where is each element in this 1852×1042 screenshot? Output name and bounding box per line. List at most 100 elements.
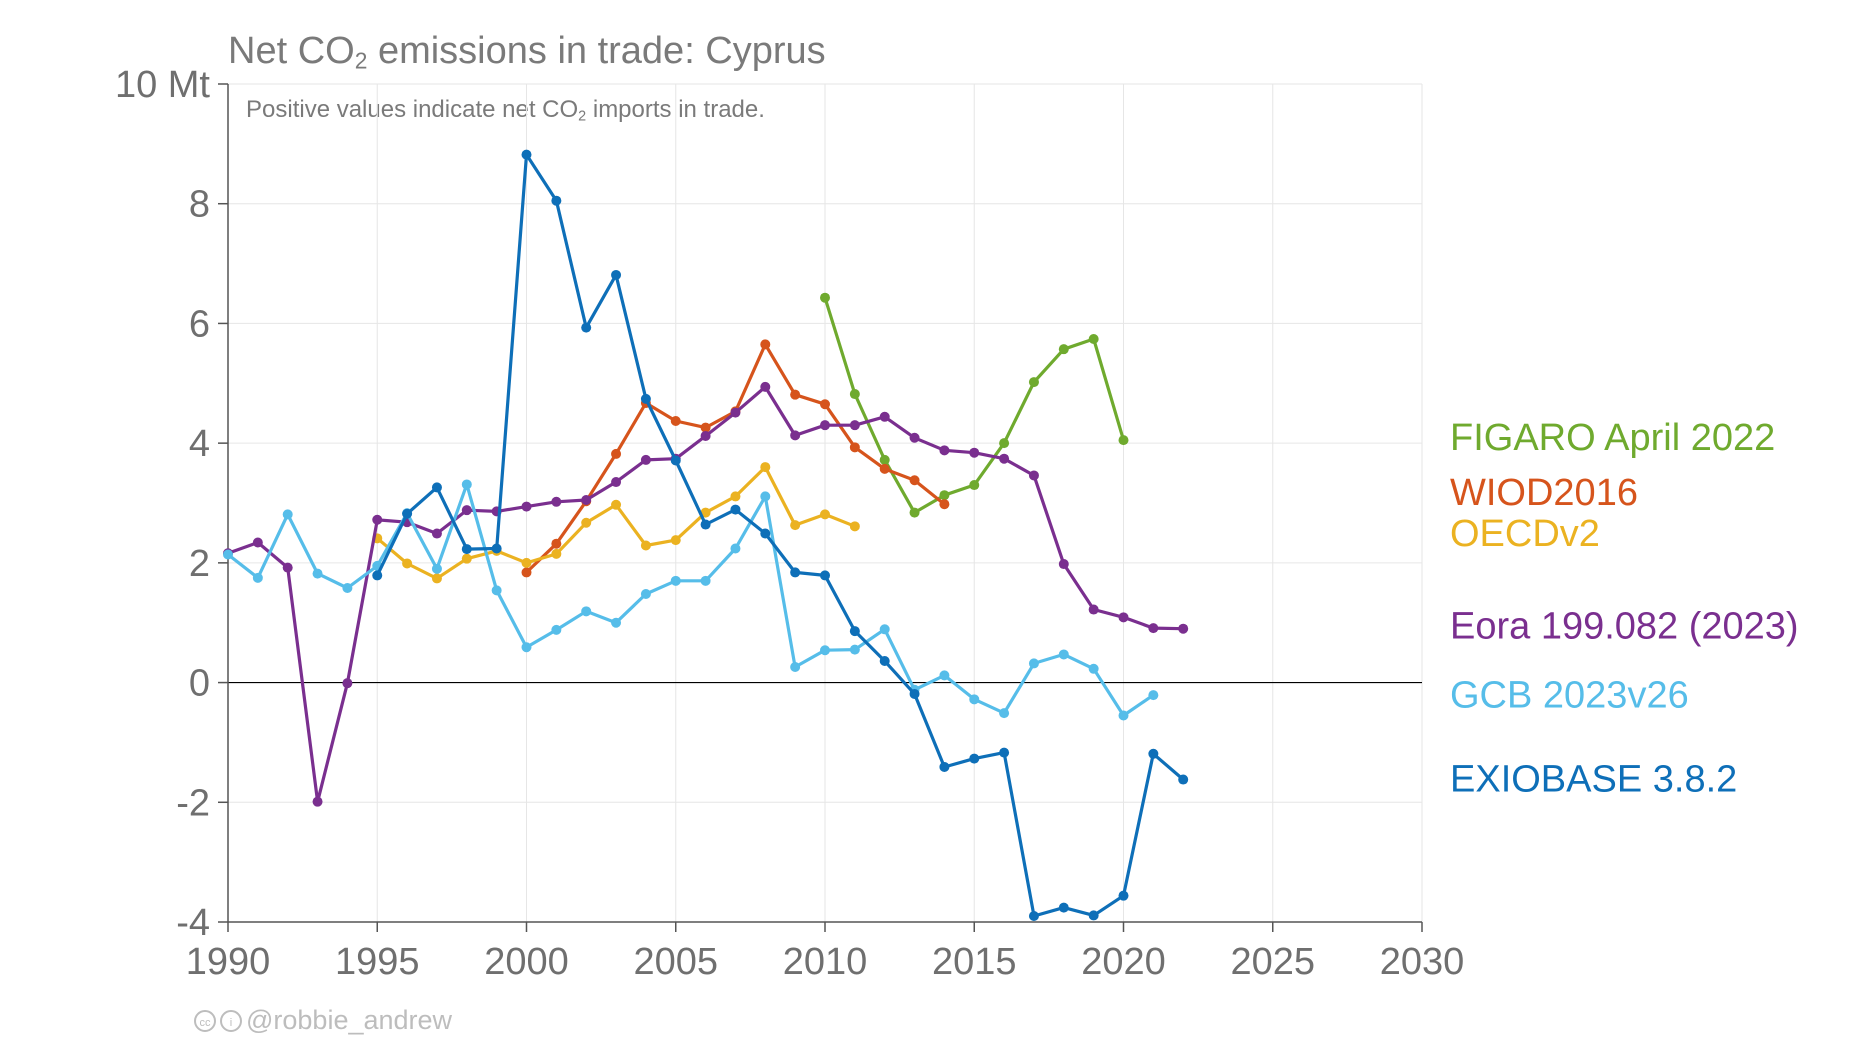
data-point	[640, 588, 651, 599]
series-line	[226, 385, 1185, 804]
data-point	[581, 495, 592, 506]
data-point	[312, 568, 323, 579]
data-point	[431, 528, 442, 539]
data-point	[909, 475, 920, 486]
y-tick-label: 0	[189, 663, 210, 705]
data-point	[640, 540, 651, 551]
credit-handle: @robbie_andrew	[246, 1005, 453, 1035]
data-point	[521, 642, 532, 653]
series-line	[375, 153, 1185, 918]
data-point	[551, 548, 562, 559]
data-point	[223, 549, 233, 560]
x-tick-label: 2030	[1380, 941, 1465, 983]
data-point	[611, 477, 622, 488]
data-point	[1058, 559, 1069, 570]
data-point	[521, 149, 532, 160]
data-point	[969, 694, 980, 705]
data-point	[879, 454, 890, 465]
data-point	[1028, 658, 1039, 669]
data-point	[849, 521, 860, 532]
series-label: FIGARO April 2022	[1450, 417, 1775, 459]
data-point	[1118, 710, 1129, 721]
data-point	[820, 420, 830, 431]
x-tick-label: 2000	[484, 941, 569, 983]
data-point	[372, 514, 383, 525]
data-point	[939, 445, 950, 456]
data-point	[700, 422, 711, 433]
data-point	[611, 269, 622, 280]
y-tick-label: 2	[189, 543, 210, 585]
data-point	[581, 606, 592, 617]
data-point	[760, 381, 771, 392]
series-label: WIOD2016	[1450, 472, 1638, 514]
data-point	[999, 438, 1010, 449]
data-point	[820, 399, 830, 410]
chart-title: Net CO2 emissions in trade: Cyprus	[228, 30, 826, 73]
data-point	[700, 430, 711, 441]
data-point	[849, 442, 860, 453]
data-point	[431, 573, 442, 584]
data-point	[670, 575, 681, 586]
data-point	[879, 656, 890, 667]
data-point	[1148, 623, 1159, 634]
x-tick-label: 1995	[335, 941, 420, 983]
title-subscript: 2	[354, 47, 368, 74]
data-point	[760, 339, 771, 350]
data-point	[760, 491, 771, 502]
data-point	[252, 537, 263, 548]
data-point	[581, 517, 592, 528]
data-point	[670, 415, 681, 426]
x-tick-label: 2025	[1230, 941, 1315, 983]
data-point	[551, 496, 562, 507]
data-point	[939, 670, 950, 681]
data-point	[670, 535, 681, 546]
series-label: Eora 199.082 (2023)	[1450, 606, 1799, 648]
data-point	[402, 558, 413, 569]
data-point	[939, 761, 950, 772]
data-point	[342, 678, 353, 689]
data-point	[999, 708, 1010, 719]
data-point	[551, 195, 562, 206]
data-point	[1178, 623, 1189, 634]
data-point	[1088, 663, 1099, 674]
data-point	[939, 499, 950, 510]
data-point	[640, 454, 651, 465]
data-point	[282, 509, 293, 520]
data-point	[1058, 902, 1069, 913]
data-point	[611, 448, 622, 459]
y-tick-label: -4	[176, 902, 210, 944]
data-point	[611, 499, 622, 510]
data-point	[431, 482, 442, 493]
data-point	[1088, 333, 1099, 344]
data-point	[1118, 435, 1129, 446]
data-point	[849, 626, 860, 637]
y-tick-label: 6	[189, 303, 210, 345]
data-point	[849, 420, 860, 431]
data-point	[1028, 911, 1039, 922]
data-point	[1088, 910, 1099, 921]
data-point	[790, 430, 801, 441]
data-point	[521, 501, 532, 512]
data-point	[790, 662, 801, 673]
data-point	[1028, 377, 1039, 388]
data-point	[1028, 470, 1039, 481]
series-line	[226, 482, 1155, 718]
data-point	[1058, 344, 1069, 355]
data-point	[1178, 774, 1189, 785]
data-point	[820, 570, 830, 581]
data-point	[700, 507, 711, 518]
data-point	[551, 624, 562, 635]
data-point	[1118, 612, 1129, 623]
chart-subtitle: Positive values indicate net CO2 imports…	[246, 96, 765, 124]
data-point	[999, 453, 1010, 464]
series-label: GCB 2023v26	[1450, 675, 1689, 717]
data-point	[640, 393, 651, 404]
data-point	[700, 575, 711, 586]
y-tick-label: 8	[189, 184, 210, 226]
data-point	[1088, 604, 1099, 615]
data-point	[879, 624, 890, 635]
data-point	[431, 563, 442, 574]
data-point	[581, 322, 592, 333]
data-point	[849, 389, 860, 400]
